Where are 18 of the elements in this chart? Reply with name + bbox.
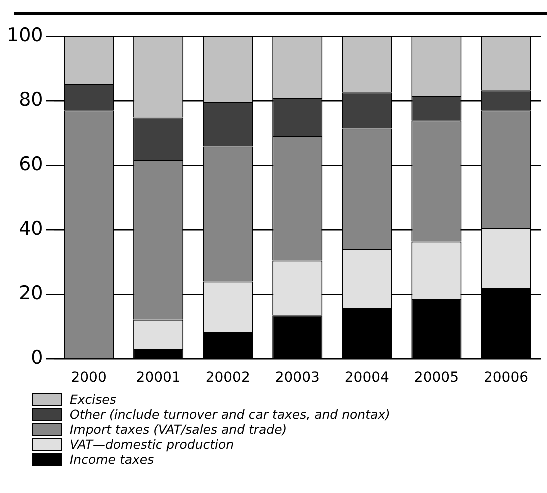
y-tick-label: 40 — [19, 218, 44, 240]
legend-label: Other (include turnover and car taxes, and nontax) — [70, 407, 390, 422]
y-tick-label: 100 — [7, 24, 44, 46]
legend-label: Income taxes — [70, 452, 154, 467]
legend-label: Excises — [70, 392, 116, 407]
x-tick-label: 2000 — [71, 370, 107, 386]
legend-label: Import taxes (VAT/sales and trade) — [70, 422, 288, 437]
y-tick-label: 0 — [31, 347, 44, 370]
y-tick-label: 20 — [19, 282, 44, 305]
x-tick-label: 20002 — [206, 370, 250, 386]
y-tick-label: 60 — [19, 153, 44, 176]
y-tick-label: 80 — [19, 88, 44, 111]
x-tick-label: 20003 — [275, 370, 320, 386]
x-tick-label: 20005 — [414, 370, 459, 386]
x-tick-label: 20001 — [136, 370, 181, 386]
x-tick-label: 20006 — [484, 370, 529, 386]
x-tick-label: 20004 — [344, 370, 390, 386]
legend-label: VAT—domestic production — [70, 437, 234, 452]
